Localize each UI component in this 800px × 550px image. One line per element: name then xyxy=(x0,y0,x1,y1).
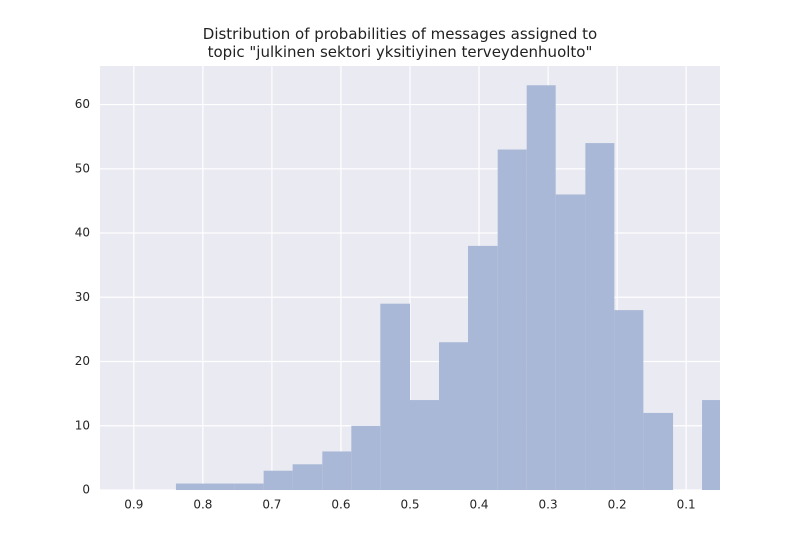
y-tick-label: 0 xyxy=(82,483,90,497)
x-tick-label: 0.1 xyxy=(677,498,696,512)
bar xyxy=(585,143,615,490)
bar xyxy=(555,194,586,490)
y-tick-label: 30 xyxy=(75,290,90,304)
x-tick-label: 0.3 xyxy=(539,498,558,512)
x-tick-label: 0.7 xyxy=(262,498,281,512)
bar xyxy=(702,400,720,490)
bar xyxy=(380,303,410,490)
bar xyxy=(234,483,264,490)
bar xyxy=(467,245,498,490)
y-tick-label: 40 xyxy=(75,226,90,240)
x-tick-label: 0.8 xyxy=(193,498,212,512)
bar xyxy=(410,400,439,490)
bar xyxy=(263,470,293,490)
bar xyxy=(322,451,352,490)
y-tick-label: 20 xyxy=(75,354,90,368)
y-tick-label: 50 xyxy=(75,161,90,175)
bar xyxy=(292,464,323,490)
x-tick-label: 0.2 xyxy=(608,498,627,512)
bar xyxy=(526,85,556,490)
bar xyxy=(497,149,527,490)
chart-title: Distribution of probabilities of message… xyxy=(202,25,598,61)
bar xyxy=(351,425,381,490)
x-tick-label: 0.9 xyxy=(124,498,143,512)
x-tick-label: 0.6 xyxy=(331,498,350,512)
bar xyxy=(175,483,205,490)
bar xyxy=(614,310,644,490)
x-tick-label: 0.5 xyxy=(400,498,419,512)
y-tick-label: 60 xyxy=(75,97,90,111)
bar xyxy=(643,412,674,490)
y-tick-label: 10 xyxy=(75,418,90,432)
bar xyxy=(438,342,468,490)
x-tick-label: 0.4 xyxy=(469,498,488,512)
bar xyxy=(204,483,235,490)
